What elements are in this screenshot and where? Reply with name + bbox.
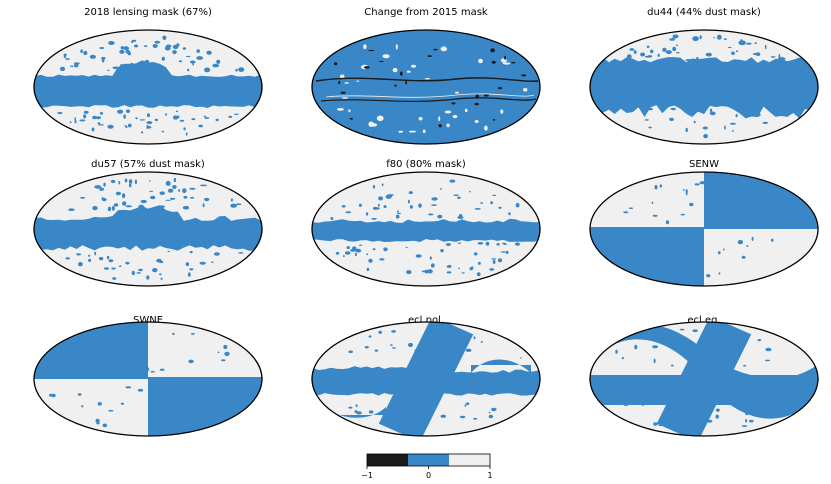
panel-title: du44 (44% dust mask) [647,7,761,18]
colorbar: −1 0 1 [361,453,493,480]
panel-title: du57 (57% dust mask) [91,159,205,170]
mollweide-map [33,171,263,287]
colorbar-tick-label: −1 [361,471,373,480]
colorbar-tick-label: 1 [487,471,492,480]
mollweide-map [589,171,819,287]
panel-title: ecl.eq. [687,315,720,326]
panel-senw: SENW [589,159,819,287]
mollweide-map [589,29,819,145]
panel-change-from-2015: Change from 2015 mask [311,7,541,145]
panel-du57: du57 (57% dust mask) [33,159,263,287]
colorbar-tick-label: 0 [426,471,431,480]
panel-title: SENW [689,159,719,170]
panel-title: 2018 lensing mask (67%) [84,7,212,18]
panel-title: f80 (80% mask) [386,159,466,170]
panel-f80: f80 (80% mask) [311,159,541,287]
mollweide-map [33,321,263,437]
colorbar-segment-zero [408,454,449,466]
panel-title: SWNE [133,315,163,326]
colorbar-segment-one [449,454,490,466]
panel-ecl-pol: ecl.pol. [311,315,541,437]
panel-title: Change from 2015 mask [364,7,488,18]
mollweide-map [311,171,541,287]
panel-lensing-mask: 2018 lensing mask (67%) [33,7,263,145]
panel-du44: du44 (44% dust mask) [589,7,819,145]
colorbar-segment-minus-one [367,454,408,466]
panel-title: ecl.pol. [408,315,444,326]
panel-ecl-eq: ecl.eq. [589,315,819,437]
mollweide-map [589,321,819,437]
panel-swne: SWNE [33,315,263,437]
mollweide-map [311,321,541,437]
mollweide-map [33,29,263,145]
mollweide-map [311,29,541,145]
